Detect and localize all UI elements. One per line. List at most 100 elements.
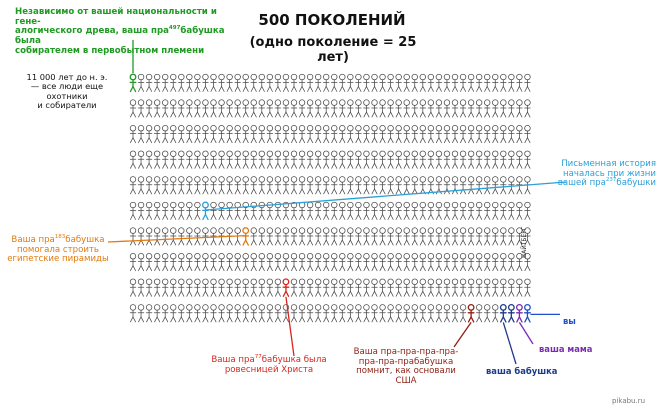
person-figure <box>323 253 330 272</box>
pointer-line-gen-499 <box>518 322 534 345</box>
person-head <box>339 150 346 157</box>
gatherer-note-line3: собирателем в первобытном племени <box>15 45 205 56</box>
person-head <box>186 73 193 81</box>
person-legs <box>307 111 314 118</box>
person-head <box>467 227 475 234</box>
person-figure <box>258 253 265 272</box>
person-figure <box>459 125 467 144</box>
person-figure <box>363 227 370 246</box>
person-head <box>137 253 145 260</box>
person-figure <box>508 253 515 272</box>
person-figure <box>194 201 201 220</box>
person-legs <box>299 316 306 323</box>
person-legs <box>331 290 338 297</box>
person-legs <box>299 213 306 220</box>
person-legs <box>291 290 297 297</box>
person-figure <box>355 227 362 246</box>
person-head <box>508 99 515 106</box>
person-head <box>443 227 451 234</box>
person-figure <box>467 125 475 144</box>
person-legs <box>315 316 322 323</box>
person-head <box>395 201 402 209</box>
person-figure <box>274 278 282 297</box>
person-head <box>314 73 322 81</box>
person-head <box>137 304 145 311</box>
person-head <box>274 227 282 234</box>
person-legs <box>226 213 233 220</box>
person-figure <box>339 278 346 297</box>
person-legs <box>170 264 177 272</box>
person-head <box>347 99 354 106</box>
person-legs <box>258 290 265 297</box>
christ-line1: Ваша пра77бабушка была <box>200 354 338 366</box>
person-head <box>162 278 169 285</box>
person-legs <box>291 188 297 195</box>
person-legs <box>443 111 450 118</box>
person-head <box>499 303 507 311</box>
person-head <box>153 125 161 132</box>
gatherer-note-line2-end: бабушка была <box>15 26 225 46</box>
person-head <box>435 201 443 209</box>
person-legs <box>500 213 507 220</box>
person-head <box>467 99 475 106</box>
person-figure <box>411 278 418 297</box>
person-head <box>162 304 169 311</box>
person-figure <box>427 253 435 272</box>
person-legs <box>258 239 265 246</box>
person-figure <box>355 176 362 195</box>
person-figure <box>524 73 531 92</box>
person-head <box>500 201 507 209</box>
person-legs <box>419 290 426 297</box>
person-legs <box>476 213 483 220</box>
person-figure <box>355 125 362 144</box>
person-legs <box>476 162 483 169</box>
person-legs <box>315 162 322 169</box>
person-head <box>298 176 306 183</box>
person-legs <box>274 264 281 272</box>
person-figure <box>395 304 402 323</box>
person-head <box>331 304 338 311</box>
person-head <box>137 227 145 234</box>
person-legs <box>146 111 153 118</box>
person-head <box>137 176 145 183</box>
person-head <box>186 99 193 106</box>
person-legs <box>146 188 153 195</box>
person-legs <box>452 85 458 92</box>
person-figure <box>282 125 290 144</box>
person-figure <box>250 304 257 323</box>
person-legs <box>355 188 362 195</box>
person-head <box>129 176 137 183</box>
person-legs <box>162 111 169 118</box>
person-legs <box>138 85 145 92</box>
person-legs <box>170 136 177 144</box>
person-legs <box>194 213 201 220</box>
person-legs <box>484 213 491 220</box>
person-legs <box>492 264 499 272</box>
person-figure <box>363 99 370 118</box>
person-figure <box>355 278 362 297</box>
person-head <box>355 304 362 311</box>
person-legs <box>379 264 386 272</box>
person-legs <box>138 111 145 118</box>
person-legs <box>315 239 322 246</box>
person-head <box>427 125 435 132</box>
written-history-line2: началась при жизни <box>563 168 656 179</box>
person-head <box>306 125 314 132</box>
person-head <box>524 99 531 106</box>
person-head <box>484 227 491 234</box>
person-head <box>250 150 257 157</box>
person-figure <box>266 176 274 195</box>
person-legs <box>363 188 370 195</box>
person-legs <box>411 188 418 195</box>
person-figure <box>202 150 209 169</box>
person-figure <box>282 73 290 92</box>
person-figure <box>500 73 507 92</box>
person-figure <box>516 278 523 297</box>
person-head <box>435 176 443 183</box>
person-legs <box>403 290 410 297</box>
person-head <box>331 253 338 260</box>
person-legs <box>339 85 346 92</box>
person-figure <box>290 227 298 246</box>
person-figure <box>178 125 185 144</box>
person-head <box>371 278 378 285</box>
